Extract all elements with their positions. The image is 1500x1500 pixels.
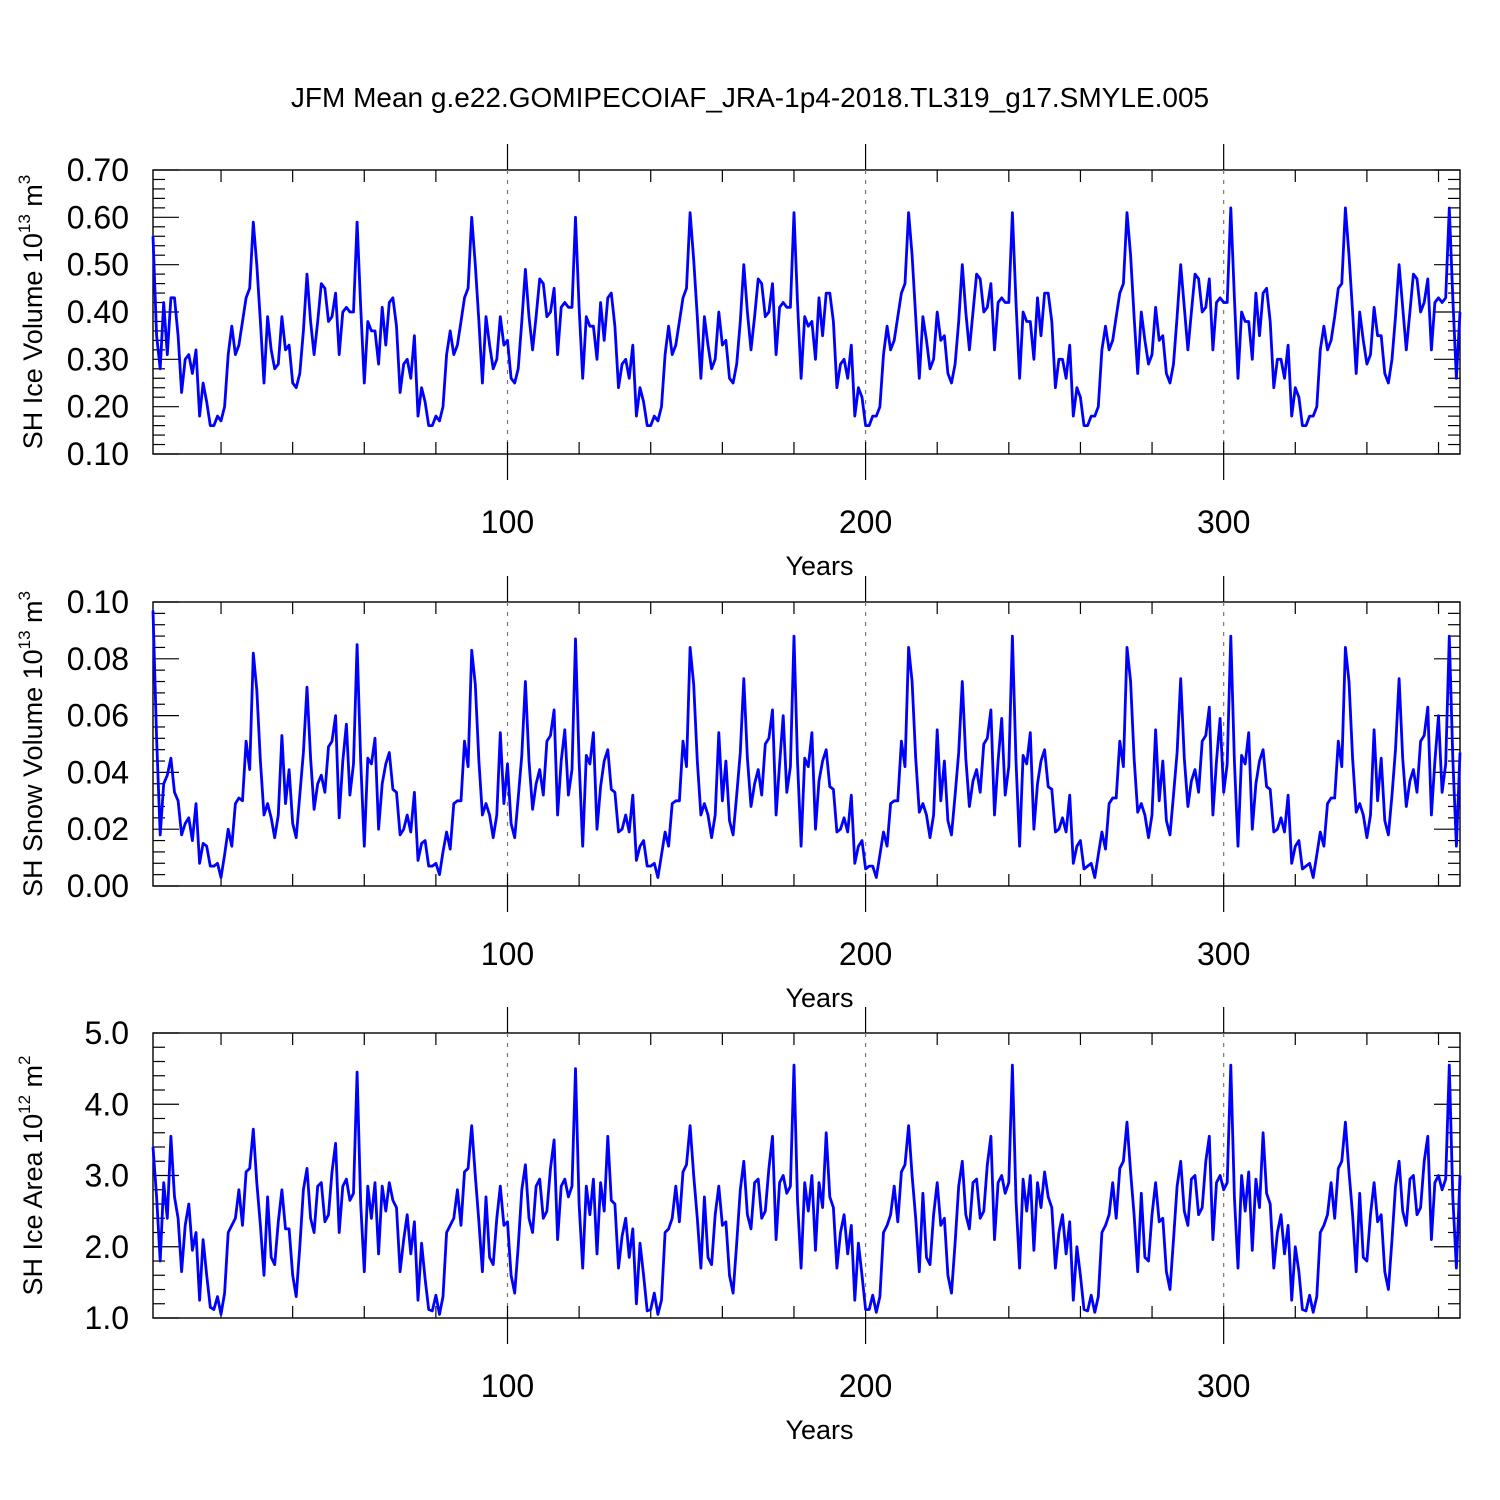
y-tick-label: 0.30 <box>67 341 129 377</box>
y-tick-label: 0.60 <box>67 199 129 235</box>
x-tick-label: 100 <box>481 504 534 540</box>
x-tick-label: 100 <box>481 1368 534 1404</box>
y-axis-label-text: SH Ice Area 10 <box>18 1114 48 1296</box>
series-line-sh-ice-volume <box>151 206 1462 428</box>
panel-2: 100 200 300 0.00 0.02 0.04 0.06 0.08 0.10 Years SH… <box>15 576 1462 1013</box>
figure-title: JFM Mean g.e22.GOMIPECOIAF_JRA-1p4-2018.… <box>291 82 1209 113</box>
y-axis-label-exponent: 3 <box>15 591 34 600</box>
y-tick-label: 3.0 <box>85 1158 129 1194</box>
y-tick-label: 0.50 <box>67 247 129 283</box>
y-axis-label-exponent: 2 <box>15 1056 34 1065</box>
y-tick-label: 4.0 <box>85 1086 129 1122</box>
y-tick-label: 0.70 <box>67 152 129 188</box>
x-tick-label: 100 <box>481 936 534 972</box>
y-axis-label: SH Ice Volume 1013 m3 <box>15 175 48 450</box>
x-axis-label: Years <box>785 983 853 1013</box>
y-axis-label-text: m <box>18 184 48 214</box>
y-tick-label: 0.10 <box>67 436 129 472</box>
y-axis-label-text: SH Snow Volume 10 <box>18 649 48 897</box>
y-axis-label-text: m <box>18 600 48 630</box>
y-axis-label-exponent: 13 <box>15 630 34 649</box>
y-axis-label-exponent: 12 <box>15 1095 34 1114</box>
y-tick-label: 1.0 <box>85 1300 129 1336</box>
y-axis-label: SH Snow Volume 1013 m3 <box>15 591 48 897</box>
x-tick-label: 300 <box>1197 504 1250 540</box>
y-axis-label-text: m <box>18 1065 48 1095</box>
x-tick-label: 200 <box>839 1368 892 1404</box>
y-axis-label-exponent: 13 <box>15 214 34 233</box>
panel-3: 100 200 300 1.0 2.0 3.0 4.0 5.0 Years SH Ice Area… <box>15 1007 1462 1445</box>
y-axis-label-text: SH Ice Volume 10 <box>18 233 48 449</box>
series-line-sh-ice-area <box>151 1063 1462 1316</box>
y-tick-label: 0.10 <box>67 584 129 620</box>
y-tick-label: 0.40 <box>67 294 129 330</box>
panel-1: 100 200 300 0.10 0.20 0.30 0.40 0.50 0.60 0.70 Yea… <box>15 144 1462 581</box>
x-axis-label: Years <box>785 1415 853 1445</box>
y-tick-label: 5.0 <box>85 1015 129 1051</box>
y-tick-label: 0.06 <box>67 698 129 734</box>
y-tick-label: 0.08 <box>67 641 129 677</box>
x-tick-label: 300 <box>1197 1368 1250 1404</box>
x-tick-label: 300 <box>1197 936 1250 972</box>
y-tick-label: 0.20 <box>67 389 129 425</box>
y-axis-label-exponent: 3 <box>15 175 34 184</box>
y-tick-label: 0.02 <box>67 811 129 847</box>
x-axis-label: Years <box>785 551 853 581</box>
series-line-sh-snow-volume <box>151 610 1462 879</box>
y-axis-label: SH Ice Area 1012 m2 <box>15 1056 48 1296</box>
plot-frame <box>152 601 1461 887</box>
plot-frame <box>152 1032 1461 1319</box>
y-tick-label: 2.0 <box>85 1229 129 1265</box>
y-tick-label: 0.00 <box>67 868 129 904</box>
x-tick-label: 200 <box>839 936 892 972</box>
panels: 100 200 300 0.10 0.20 0.30 0.40 0.50 0.60 0.70 Yea… <box>15 144 1462 1445</box>
y-tick-label: 0.04 <box>67 754 129 790</box>
x-tick-label: 200 <box>839 504 892 540</box>
